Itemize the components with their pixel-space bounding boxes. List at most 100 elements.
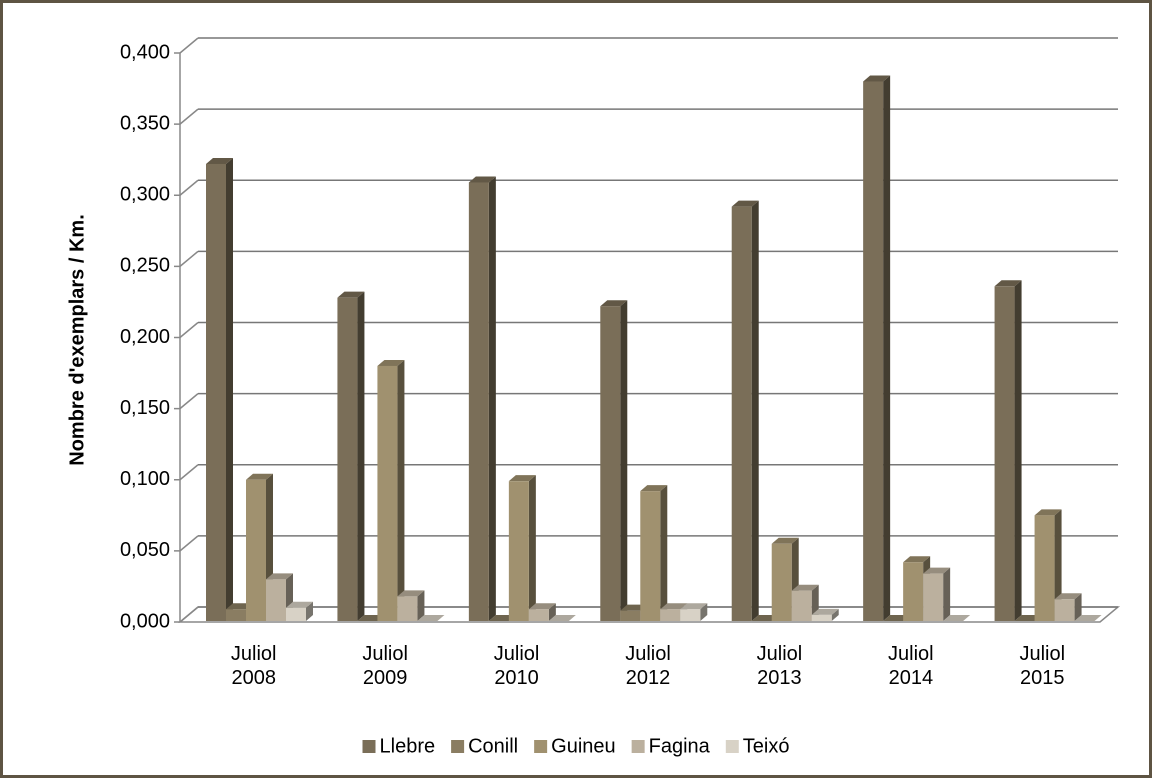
bar xyxy=(337,297,358,621)
y-tick-label: 0,250 xyxy=(120,255,170,277)
bar-side xyxy=(620,300,628,621)
y-tick-label: 0,150 xyxy=(120,397,170,419)
bar-side xyxy=(700,603,708,621)
legend-label: Conill xyxy=(468,735,518,757)
legend-swatch xyxy=(534,740,548,753)
bar-side xyxy=(943,567,951,621)
bar-top xyxy=(600,300,628,307)
grid-line xyxy=(179,179,199,196)
bar-top xyxy=(1074,615,1102,621)
legend: Llebre Conill Guineu Fagina Teixó xyxy=(362,735,790,757)
bar xyxy=(863,81,884,621)
y-axis-title: Nombre d'exemplars / Km. xyxy=(66,214,88,466)
x-tick-label: Juliol 2012 xyxy=(625,643,671,689)
bar-top xyxy=(286,601,313,608)
bar-top xyxy=(397,590,425,597)
bar xyxy=(600,306,621,621)
bar-side xyxy=(1054,509,1062,621)
y-tick-label: 0,000 xyxy=(120,610,170,632)
x-tick-label: Juliol 2008 xyxy=(230,643,277,689)
bar xyxy=(528,609,549,621)
bar-side xyxy=(751,200,759,621)
bar-side xyxy=(883,75,891,621)
bar-top xyxy=(206,157,233,164)
bar xyxy=(640,491,661,621)
bar-side xyxy=(831,608,839,621)
bar-top xyxy=(640,485,668,492)
bar xyxy=(923,573,944,621)
bar-top xyxy=(468,176,496,183)
bar-top xyxy=(791,584,819,591)
bar-top xyxy=(994,280,1022,287)
bar xyxy=(791,590,812,621)
bar-top xyxy=(923,567,951,574)
bar-side xyxy=(357,291,365,621)
bar-side xyxy=(528,475,536,621)
bar xyxy=(660,609,681,621)
x-tick-label: Juliol 2009 xyxy=(362,643,408,689)
legend-swatch xyxy=(725,740,739,753)
legend-label: Fagina xyxy=(649,735,711,757)
bar-top xyxy=(903,556,931,563)
grid-line xyxy=(179,37,199,54)
bar xyxy=(680,609,701,621)
bar-top xyxy=(377,359,405,366)
bar-top xyxy=(680,603,708,610)
y-tick-label: 0,050 xyxy=(120,539,170,561)
bar-side xyxy=(488,176,496,621)
grid-line xyxy=(179,321,199,339)
bar-top xyxy=(528,603,556,610)
bar xyxy=(771,543,792,621)
bar xyxy=(508,481,529,621)
bar-top xyxy=(1034,509,1062,516)
y-tick-label: 0,350 xyxy=(120,112,170,134)
bar xyxy=(377,365,398,621)
bar-top xyxy=(548,615,576,621)
grid-line xyxy=(179,535,199,552)
bar-top xyxy=(246,473,273,480)
grid-line xyxy=(179,393,199,410)
bar xyxy=(731,206,752,621)
bar-top xyxy=(508,475,536,482)
legend-swatch xyxy=(362,740,376,753)
bar-side xyxy=(660,485,668,621)
y-tick-label: 0,100 xyxy=(120,468,170,490)
x-tick-label: Juliol 2013 xyxy=(756,643,803,689)
chart: Nombre d'exemplars / Km. 0,000 0,050 0,100… xyxy=(66,37,1121,757)
bar-top xyxy=(660,603,688,610)
x-tick-label: Juliol 2014 xyxy=(888,643,934,689)
bar-top xyxy=(811,608,839,615)
y-tick-label: 0,400 xyxy=(120,41,170,63)
x-tick-label: Juliol 2015 xyxy=(1019,643,1066,689)
bar-side xyxy=(1014,280,1022,621)
bar-top xyxy=(731,200,759,207)
legend-label: Guineu xyxy=(551,735,616,757)
bar xyxy=(994,286,1015,621)
bar-side xyxy=(226,157,233,621)
bar-side xyxy=(397,359,405,621)
bar xyxy=(620,610,641,621)
bar xyxy=(246,479,266,621)
bar xyxy=(903,562,924,621)
bar-top xyxy=(943,615,971,621)
grid-line xyxy=(179,606,199,623)
legend-swatch xyxy=(631,740,645,753)
bar-top xyxy=(417,615,445,621)
bar-top xyxy=(266,573,293,580)
bar xyxy=(226,609,246,621)
legend-label: Teixó xyxy=(743,735,790,757)
x-tick-label: Juliol 2010 xyxy=(493,643,540,689)
bar-side xyxy=(417,590,425,621)
bar xyxy=(266,579,286,621)
bar xyxy=(1034,515,1055,621)
bar xyxy=(1054,599,1075,621)
bar-top xyxy=(1054,593,1082,600)
y-tick-label: 0,200 xyxy=(120,326,170,348)
bar xyxy=(206,163,226,621)
bar xyxy=(468,182,489,621)
legend-swatch xyxy=(451,740,465,753)
grid-line xyxy=(179,464,199,481)
bar xyxy=(286,607,306,621)
grid-line xyxy=(179,108,199,125)
